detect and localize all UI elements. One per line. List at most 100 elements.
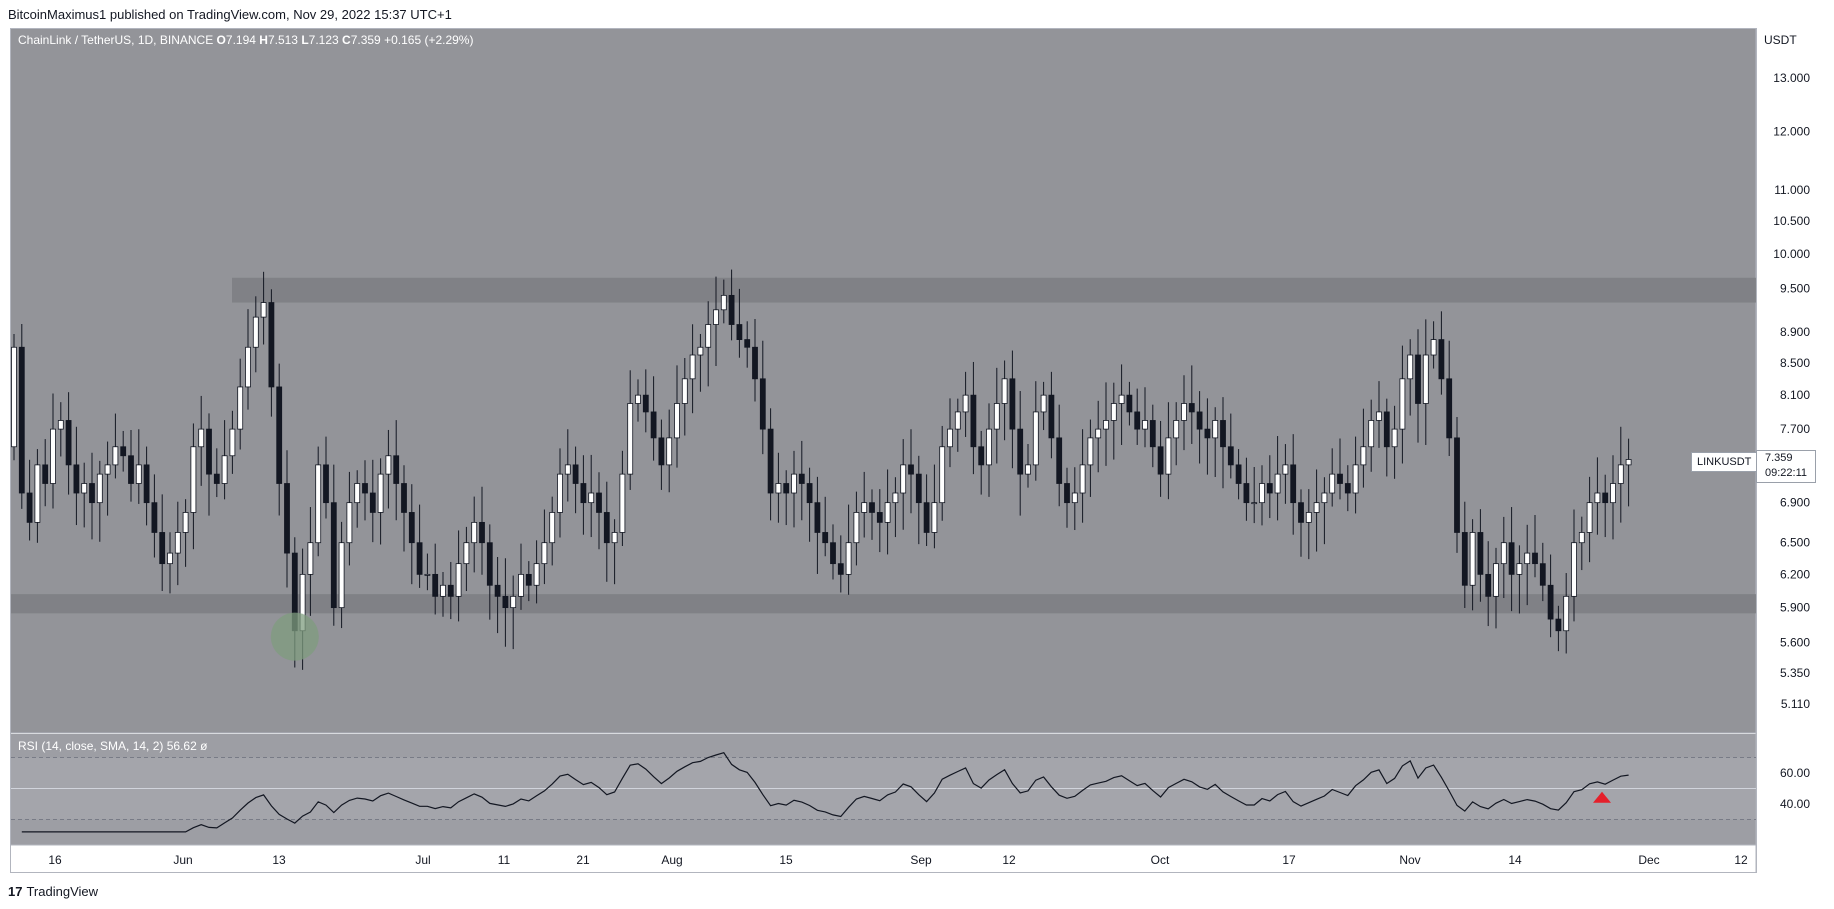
candle-body bbox=[1469, 532, 1476, 586]
rsi-tick-label: 60.00 bbox=[1780, 766, 1810, 780]
candle-body bbox=[330, 502, 337, 609]
candle-body bbox=[986, 428, 992, 466]
candle-body bbox=[104, 464, 111, 475]
candle-body bbox=[775, 483, 782, 494]
candle-body bbox=[1305, 512, 1312, 523]
rsi-indicator bbox=[11, 751, 1756, 833]
low-label: L bbox=[301, 33, 309, 47]
candle-body bbox=[884, 502, 891, 523]
candle-body bbox=[1009, 378, 1016, 430]
support-zone bbox=[11, 594, 1756, 614]
candle-body bbox=[502, 595, 509, 609]
candle-body bbox=[1079, 464, 1086, 494]
candle-body bbox=[993, 403, 1000, 430]
candle-body bbox=[1181, 403, 1187, 421]
candle-body bbox=[510, 595, 517, 609]
candle-body bbox=[1422, 354, 1429, 404]
candle-body bbox=[1040, 394, 1047, 413]
candle-body bbox=[1095, 428, 1102, 439]
price-tick-label: 10.000 bbox=[1773, 247, 1810, 261]
candle-body bbox=[806, 483, 813, 504]
candle-body bbox=[11, 346, 17, 448]
price-axis: 13.000 12.000 11.000 10.500 10.000 9.500 8.900… bbox=[1773, 71, 1810, 711]
candle-body bbox=[1477, 532, 1484, 575]
candle-body bbox=[635, 394, 641, 404]
candle-body bbox=[752, 346, 758, 380]
candle-body bbox=[65, 420, 72, 466]
candle-body bbox=[151, 502, 158, 533]
candle-body bbox=[1173, 420, 1180, 439]
price-tick-label: 6.900 bbox=[1780, 496, 1810, 510]
high-label: H bbox=[259, 33, 268, 47]
candle-body bbox=[1555, 618, 1562, 632]
candle-body bbox=[915, 473, 922, 504]
candle-body bbox=[1266, 483, 1273, 494]
candle-body bbox=[167, 552, 173, 565]
candle-body bbox=[1087, 437, 1094, 466]
candle-body bbox=[346, 502, 353, 544]
rsi-visibility-icon[interactable]: ø bbox=[200, 739, 208, 753]
candle-body bbox=[525, 573, 532, 586]
candle-body bbox=[822, 532, 829, 544]
candle-body bbox=[572, 464, 579, 484]
candle-body bbox=[830, 542, 836, 565]
brand-name: TradingView bbox=[26, 884, 99, 899]
rsi-label: RSI (14, close, SMA, 14, 2) bbox=[18, 739, 164, 753]
candle-body bbox=[245, 346, 251, 388]
rsi-legend: RSI (14, close, SMA, 14, 2) 56.62 ø bbox=[18, 739, 207, 753]
candle-body bbox=[814, 502, 821, 533]
candle-body bbox=[1399, 378, 1406, 430]
low-value: 7.123 bbox=[308, 33, 339, 47]
candle-body bbox=[1625, 459, 1632, 466]
time-tick-label: 14 bbox=[1508, 853, 1522, 867]
candle-body bbox=[260, 302, 267, 318]
price-tick-label: 5.110 bbox=[1781, 697, 1810, 711]
time-tick-label: Aug bbox=[661, 853, 682, 867]
candle-body bbox=[627, 403, 634, 475]
candle-body bbox=[96, 473, 103, 504]
horizontal-zones bbox=[11, 277, 1756, 614]
candle-body bbox=[237, 386, 244, 430]
candle-body bbox=[1594, 492, 1601, 504]
candle-body bbox=[1547, 584, 1554, 620]
candle-body bbox=[720, 294, 727, 311]
candle-body bbox=[190, 446, 197, 513]
price-tick-label: 5.600 bbox=[1780, 636, 1810, 650]
high-value: 7.513 bbox=[267, 33, 298, 47]
candle-body bbox=[120, 446, 127, 457]
candle-body bbox=[416, 542, 423, 575]
candle-body bbox=[1454, 437, 1460, 533]
candle-body bbox=[736, 324, 743, 340]
currency-label[interactable]: USDT bbox=[1764, 33, 1797, 47]
time-tick-label: Dec bbox=[1638, 853, 1659, 867]
candle-body bbox=[89, 483, 95, 504]
candle-body bbox=[518, 573, 524, 597]
candle-body bbox=[1196, 411, 1203, 430]
candle-body bbox=[1493, 563, 1499, 597]
candle-body bbox=[978, 446, 985, 466]
price-tick-label: 8.100 bbox=[1780, 388, 1810, 402]
candle-body bbox=[252, 316, 259, 348]
footer-brand[interactable]: 17 TradingView bbox=[8, 881, 98, 903]
price-tick-label: 8.500 bbox=[1780, 356, 1810, 370]
time-tick-label: 15 bbox=[779, 853, 793, 867]
candle-body bbox=[557, 473, 563, 513]
candle-body bbox=[962, 394, 969, 413]
candle-body bbox=[471, 521, 478, 544]
candle-body bbox=[323, 464, 329, 504]
candle-body bbox=[892, 492, 899, 504]
time-tick-label: 12 bbox=[1734, 853, 1748, 867]
candle-body bbox=[1259, 483, 1265, 504]
candle-body bbox=[759, 378, 766, 430]
candle-body bbox=[713, 309, 719, 325]
candle-body bbox=[307, 542, 314, 575]
candle-body bbox=[1064, 483, 1070, 504]
candle-body bbox=[666, 437, 673, 466]
candle-body bbox=[1563, 595, 1570, 632]
candle-body bbox=[447, 584, 454, 597]
candle-body bbox=[642, 394, 649, 413]
candle-body bbox=[1485, 573, 1492, 597]
publisher-line: BitcoinMaximus1 published on TradingView… bbox=[8, 7, 452, 22]
candle-body bbox=[455, 563, 462, 597]
